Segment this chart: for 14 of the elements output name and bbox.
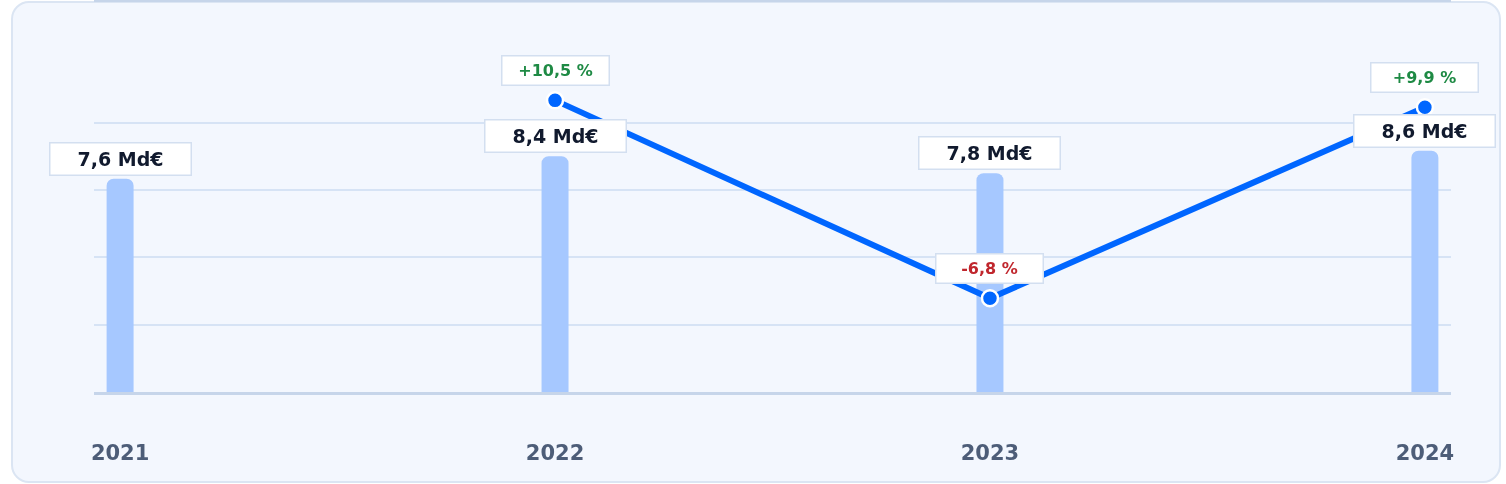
data-label: 7,6 Md€ [77, 148, 164, 170]
data-label: 7,8 Md€ [946, 142, 1033, 164]
x-tick-label: 2021 [90, 440, 150, 465]
bar [541, 156, 569, 392]
bar [1411, 150, 1439, 392]
data-label: +10,5 % [518, 61, 593, 80]
x-tick-label: 2024 [1395, 440, 1455, 465]
data-label: +9,9 % [1392, 68, 1457, 87]
x-tick-label: 2023 [960, 440, 1020, 465]
bar [106, 178, 134, 392]
data-label: 8,4 Md€ [512, 125, 599, 147]
x-tick-label: 2022 [525, 440, 585, 465]
data-label: -6,8 % [961, 259, 1018, 278]
data-label: 8,6 Md€ [1381, 120, 1468, 142]
